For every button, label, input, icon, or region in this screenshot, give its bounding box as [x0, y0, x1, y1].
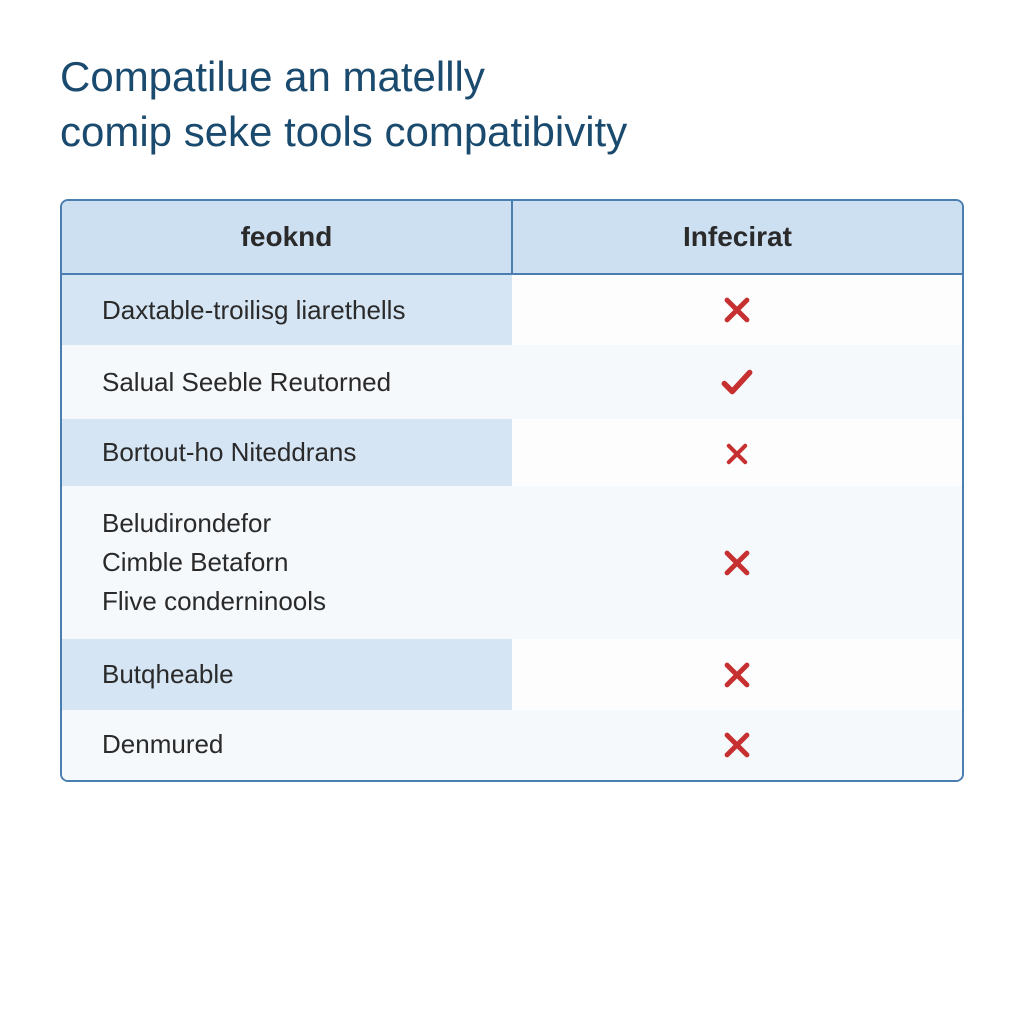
row-label: Daxtable-troilisg liarethells [62, 274, 512, 345]
table-row: Salual Seeble Reutorned [62, 345, 962, 419]
row-status [512, 419, 962, 486]
cross-icon [720, 728, 754, 762]
row-label: BeludirondeforCimble BetafornFlive conde… [62, 486, 512, 639]
row-label: Bortout-ho Niteddrans [62, 419, 512, 486]
cross-icon [720, 293, 754, 327]
row-label: Denmured [62, 710, 512, 780]
row-label: Butqheable [62, 639, 512, 709]
cross-icon [720, 546, 754, 580]
row-status [512, 345, 962, 419]
table-row: Butqheable [62, 639, 962, 709]
row-status [512, 274, 962, 345]
table-row: Bortout-ho Niteddrans [62, 419, 962, 486]
row-label: Salual Seeble Reutorned [62, 345, 512, 419]
row-status [512, 486, 962, 639]
compatibility-table: feoknd Infecirat Daxtable-troilisg liare… [62, 201, 962, 780]
table-row: Daxtable-troilisg liarethells [62, 274, 962, 345]
check-icon [718, 363, 756, 401]
row-status [512, 710, 962, 780]
table-row: BeludirondeforCimble BetafornFlive conde… [62, 486, 962, 639]
page-title: Compatilue an matelllycomip seke tools c… [60, 50, 964, 159]
column-header-feoknd: feoknd [62, 201, 512, 274]
table-body: Daxtable-troilisg liarethells Salual See… [62, 274, 962, 780]
row-status [512, 639, 962, 709]
cross-icon [720, 658, 754, 692]
cross-icon [723, 440, 751, 468]
table-row: Denmured [62, 710, 962, 780]
compatibility-table-container: feoknd Infecirat Daxtable-troilisg liare… [60, 199, 964, 782]
column-header-infecirat: Infecirat [512, 201, 962, 274]
